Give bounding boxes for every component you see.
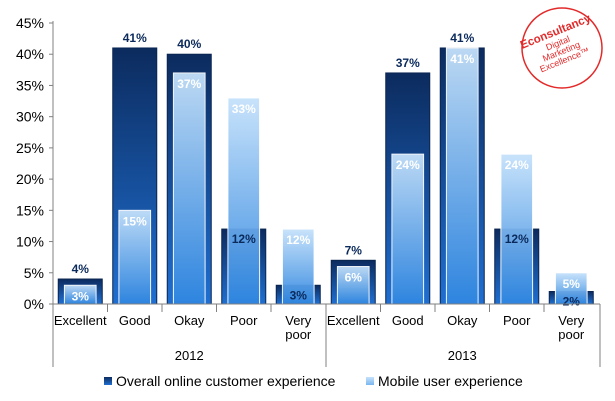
data-label-mobile: 24% [396, 158, 420, 172]
x-tick-label: Good [392, 313, 424, 328]
x-tick-label: Okay [447, 313, 478, 328]
data-label-mobile: 41% [450, 52, 474, 66]
data-label-mobile: 15% [123, 214, 147, 228]
x-tick-label: Very [285, 313, 312, 328]
group-label: 2012 [175, 348, 204, 363]
legend-mobile-label: Mobile user experience [378, 373, 523, 389]
x-tick-label: poor [285, 327, 312, 342]
data-label-overall: 4% [72, 262, 90, 276]
group-label: 2013 [448, 348, 477, 363]
data-label-mobile: 33% [232, 102, 256, 116]
econsultancy-logo: Econsultancy Digital Marketing Excellenc… [520, 7, 603, 89]
y-tick-label: 25% [16, 140, 44, 156]
x-tick-label: poor [558, 327, 585, 342]
data-labels: 4% 3% 41% 15% 40% 37% 12% 33% 3% 12% 7% 6% 37% 24% 41%… [72, 31, 581, 309]
data-label-overall: 12% [505, 232, 529, 246]
data-label-mobile: 12% [286, 233, 310, 247]
y-tick-label: 35% [16, 77, 44, 93]
y-tick-label: 40% [16, 46, 44, 62]
legend-overall-label: Overall online customer experience [116, 373, 336, 389]
data-label-overall: 41% [123, 31, 147, 45]
y-tick-label: 20% [16, 171, 44, 187]
bar-mobile [118, 209, 152, 305]
data-label-overall: 7% [345, 243, 363, 257]
data-label-overall: 12% [232, 232, 256, 246]
y-tick-label: 10% [16, 234, 44, 250]
x-tick-label: Excellent [327, 313, 380, 328]
y-tick-label: 0% [24, 296, 44, 312]
x-tick-label: Excellent [54, 313, 107, 328]
x-tick-label: Poor [503, 313, 531, 328]
data-label-mobile: 6% [345, 271, 363, 285]
data-label-mobile: 3% [72, 289, 90, 303]
x-tick-label: Okay [174, 313, 205, 328]
x-tick-label: Poor [230, 313, 258, 328]
data-label-mobile: 24% [505, 158, 529, 172]
x-tick-label: Good [119, 313, 151, 328]
data-label-overall: 37% [396, 56, 420, 70]
data-label-overall: 41% [450, 31, 474, 45]
y-tick-label: 30% [16, 109, 44, 125]
data-label-overall: 3% [290, 288, 308, 302]
bars [57, 47, 594, 305]
y-tick-label: 45% [16, 15, 44, 31]
data-label-overall: 2% [563, 295, 581, 309]
legend-mobile-swatch [366, 377, 374, 385]
bar-mobile [500, 153, 534, 305]
y-tick-label: 15% [16, 202, 44, 218]
bar-mobile [554, 272, 588, 305]
data-label-overall: 40% [177, 37, 201, 51]
bar-mobile [391, 153, 425, 305]
legend-overall-swatch [104, 377, 112, 385]
legend: Overall online customer experience Mobile… [104, 373, 523, 389]
bar-mobile [445, 47, 479, 305]
data-label-mobile: 5% [563, 277, 581, 291]
y-axis: 0% 5% 10% 15% 20% 25% 30% 35% 40% 45% [16, 15, 54, 312]
y-tick-label: 5% [24, 265, 44, 281]
bar-mobile [172, 72, 206, 305]
x-tick-label: Very [558, 313, 585, 328]
data-label-mobile: 37% [177, 77, 201, 91]
bar-mobile [227, 97, 261, 305]
logo-ring [521, 7, 603, 89]
x-axis: Excellent Good Okay Poor Verypoor2012Excelle… [52, 303, 601, 367]
